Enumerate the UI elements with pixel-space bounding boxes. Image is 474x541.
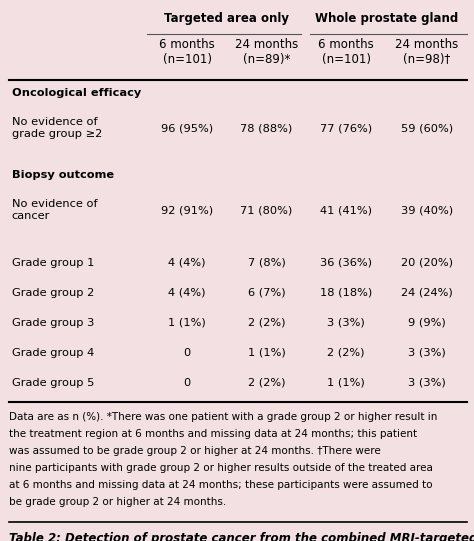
Text: 71 (80%): 71 (80%)	[240, 206, 293, 216]
Text: the treatment region at 6 months and missing data at 24 months; this patient: the treatment region at 6 months and mis…	[9, 429, 418, 439]
Text: Oncological efficacy: Oncological efficacy	[12, 88, 141, 98]
Text: Targeted area only: Targeted area only	[164, 12, 289, 25]
Text: Table 2: Detection of prostate cancer from the combined MRI-targeted: Table 2: Detection of prostate cancer fr…	[9, 532, 474, 541]
Text: 0: 0	[183, 378, 191, 388]
Text: 2 (2%): 2 (2%)	[327, 348, 365, 358]
Text: Biopsy outcome: Biopsy outcome	[12, 170, 114, 180]
Text: 6 (7%): 6 (7%)	[248, 288, 285, 298]
Text: Grade group 2: Grade group 2	[12, 288, 94, 298]
Text: 36 (36%): 36 (36%)	[320, 258, 372, 268]
Text: 3 (3%): 3 (3%)	[327, 318, 365, 328]
Text: 24 months
(n=98)†: 24 months (n=98)†	[395, 38, 458, 66]
Text: 78 (88%): 78 (88%)	[240, 124, 293, 134]
Text: 4 (4%): 4 (4%)	[168, 288, 206, 298]
Text: be grade group 2 or higher at 24 months.: be grade group 2 or higher at 24 months.	[9, 497, 227, 507]
Text: 96 (95%): 96 (95%)	[161, 124, 213, 134]
Text: Grade group 1: Grade group 1	[12, 258, 94, 268]
Text: 18 (18%): 18 (18%)	[320, 288, 372, 298]
Text: 0: 0	[183, 348, 191, 358]
Text: 20 (20%): 20 (20%)	[401, 258, 453, 268]
Text: 3 (3%): 3 (3%)	[408, 378, 446, 388]
Text: Data are as n (%). *There was one patient with a grade group 2 or higher result : Data are as n (%). *There was one patien…	[9, 412, 438, 422]
Text: 9 (9%): 9 (9%)	[408, 318, 446, 328]
Text: 41 (41%): 41 (41%)	[320, 206, 372, 216]
Text: 24 months
(n=89)*: 24 months (n=89)*	[235, 38, 298, 66]
Text: 24 (24%): 24 (24%)	[401, 288, 453, 298]
Text: Grade group 5: Grade group 5	[12, 378, 94, 388]
Text: Grade group 4: Grade group 4	[12, 348, 94, 358]
Text: 39 (40%): 39 (40%)	[401, 206, 453, 216]
Text: 2 (2%): 2 (2%)	[248, 378, 285, 388]
Text: 92 (91%): 92 (91%)	[161, 206, 213, 216]
Text: 6 months
(n=101): 6 months (n=101)	[318, 38, 374, 66]
Text: 7 (8%): 7 (8%)	[248, 258, 285, 268]
Text: at 6 months and missing data at 24 months; these participants were assumed to: at 6 months and missing data at 24 month…	[9, 480, 433, 490]
Text: 1 (1%): 1 (1%)	[327, 378, 365, 388]
Text: 3 (3%): 3 (3%)	[408, 348, 446, 358]
Text: 1 (1%): 1 (1%)	[248, 348, 285, 358]
Text: 77 (76%): 77 (76%)	[320, 124, 372, 134]
Text: 4 (4%): 4 (4%)	[168, 258, 206, 268]
Text: 2 (2%): 2 (2%)	[248, 318, 285, 328]
Text: Whole prostate gland: Whole prostate gland	[315, 12, 458, 25]
Text: No evidence of
grade group ≥2: No evidence of grade group ≥2	[12, 117, 102, 138]
Text: nine participants with grade group 2 or higher results outside of the treated ar: nine participants with grade group 2 or …	[9, 463, 433, 473]
Text: No evidence of
cancer: No evidence of cancer	[12, 199, 98, 221]
Text: was assumed to be grade group 2 or higher at 24 months. †There were: was assumed to be grade group 2 or highe…	[9, 446, 381, 456]
Text: 59 (60%): 59 (60%)	[401, 124, 453, 134]
Text: 6 months
(n=101): 6 months (n=101)	[159, 38, 215, 66]
Text: Grade group 3: Grade group 3	[12, 318, 94, 328]
Text: 1 (1%): 1 (1%)	[168, 318, 206, 328]
